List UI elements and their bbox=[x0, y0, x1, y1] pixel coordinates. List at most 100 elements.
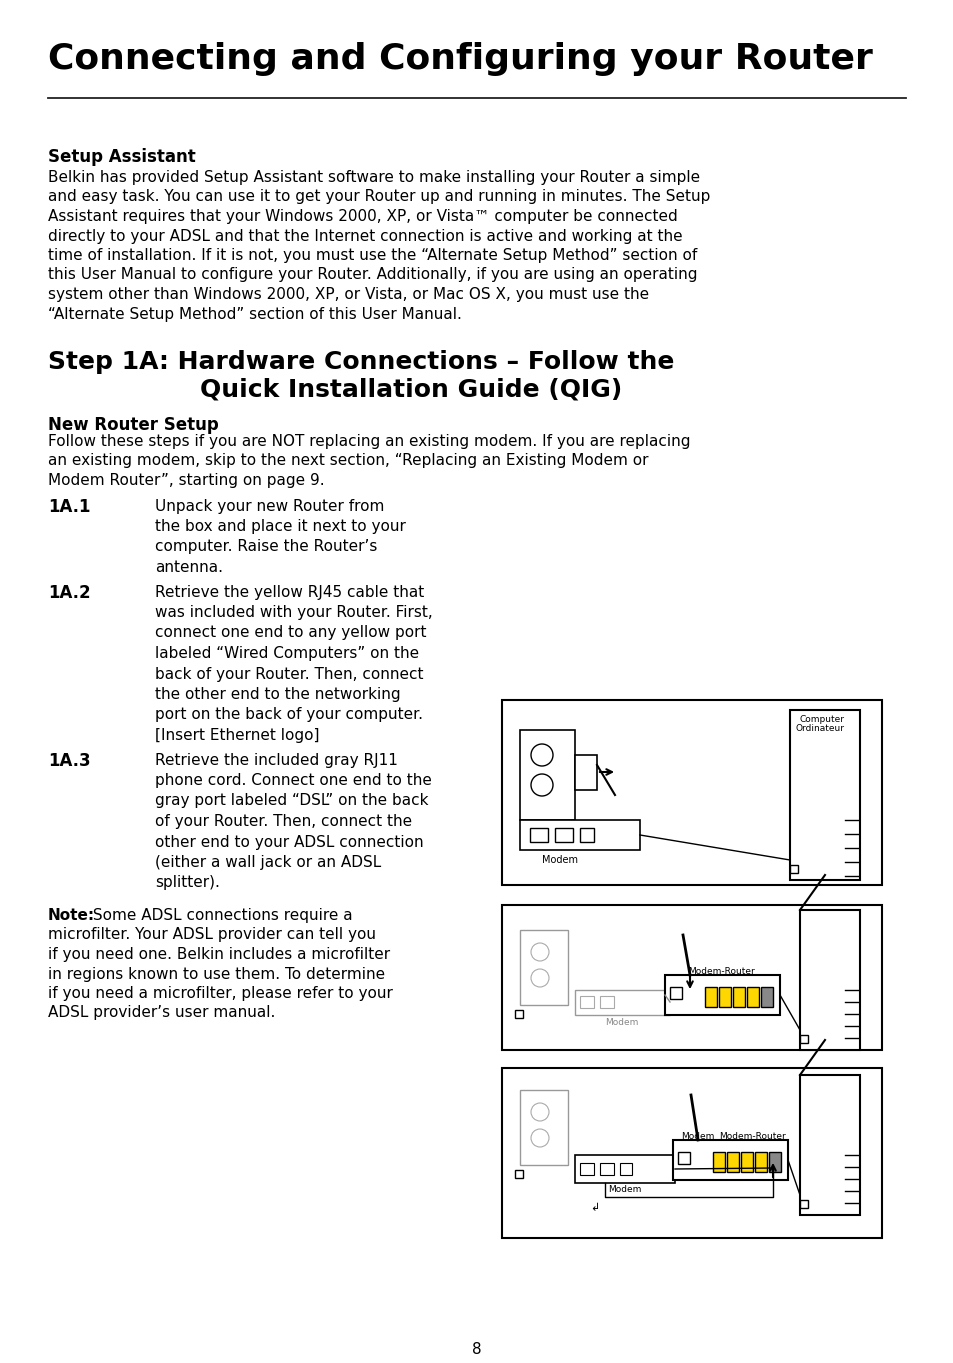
Text: 8: 8 bbox=[472, 1343, 481, 1358]
Circle shape bbox=[531, 969, 548, 987]
Circle shape bbox=[531, 943, 548, 961]
Text: phone cord. Connect one end to the: phone cord. Connect one end to the bbox=[154, 773, 432, 788]
Bar bbox=[669, 987, 681, 999]
Text: gray port labeled “DSL” on the back: gray port labeled “DSL” on the back bbox=[154, 793, 428, 808]
Bar bbox=[501, 701, 882, 885]
Text: Computer: Computer bbox=[800, 716, 844, 724]
Bar bbox=[579, 827, 594, 842]
Text: system other than Windows 2000, XP, or Vista, or Mac OS X, you must use the: system other than Windows 2000, XP, or V… bbox=[48, 288, 648, 303]
Text: Note:: Note: bbox=[48, 908, 95, 923]
Text: Modem Router”, starting on page 9.: Modem Router”, starting on page 9. bbox=[48, 473, 324, 488]
Bar bbox=[501, 1069, 882, 1238]
Bar bbox=[555, 827, 573, 842]
Bar bbox=[619, 1163, 631, 1175]
Bar bbox=[768, 1152, 781, 1172]
Text: Modem: Modem bbox=[541, 855, 578, 866]
Text: (either a wall jack or an ADSL: (either a wall jack or an ADSL bbox=[154, 855, 381, 870]
Text: Retrieve the included gray RJ11: Retrieve the included gray RJ11 bbox=[154, 752, 397, 767]
Text: Modem: Modem bbox=[680, 1133, 714, 1141]
Bar bbox=[515, 1169, 522, 1178]
Bar bbox=[800, 1075, 859, 1214]
Text: Assistant requires that your Windows 2000, XP, or Vista™ computer be connected: Assistant requires that your Windows 200… bbox=[48, 209, 677, 224]
Text: Follow these steps if you are NOT replacing an existing modem. If you are replac: Follow these steps if you are NOT replac… bbox=[48, 433, 690, 448]
Text: ↲: ↲ bbox=[590, 1204, 599, 1213]
Bar bbox=[746, 987, 759, 1007]
Bar bbox=[789, 866, 797, 872]
Bar bbox=[575, 990, 669, 1015]
Bar bbox=[800, 1199, 807, 1208]
Circle shape bbox=[531, 1129, 548, 1148]
Bar bbox=[672, 1139, 787, 1180]
Circle shape bbox=[531, 1103, 548, 1120]
Text: Modem-Router: Modem-Router bbox=[719, 1133, 785, 1141]
Bar bbox=[575, 1154, 675, 1183]
Text: labeled “Wired Computers” on the: labeled “Wired Computers” on the bbox=[154, 646, 418, 661]
Text: and easy task. You can use it to get your Router up and running in minutes. The : and easy task. You can use it to get you… bbox=[48, 189, 710, 204]
Text: back of your Router. Then, connect: back of your Router. Then, connect bbox=[154, 667, 423, 682]
Text: Step 1A: Hardware Connections – Follow the: Step 1A: Hardware Connections – Follow t… bbox=[48, 350, 674, 373]
Text: New Router Setup: New Router Setup bbox=[48, 416, 218, 433]
Bar bbox=[664, 975, 780, 1015]
Text: computer. Raise the Router’s: computer. Raise the Router’s bbox=[154, 540, 377, 555]
Text: 1A.3: 1A.3 bbox=[48, 752, 91, 770]
Text: Setup Assistant: Setup Assistant bbox=[48, 149, 195, 166]
Text: directly to your ADSL and that the Internet connection is active and working at : directly to your ADSL and that the Inter… bbox=[48, 229, 682, 244]
Text: was included with your Router. First,: was included with your Router. First, bbox=[154, 605, 433, 620]
Bar bbox=[704, 987, 717, 1007]
Bar bbox=[519, 930, 567, 1005]
Bar bbox=[726, 1152, 739, 1172]
Bar bbox=[800, 910, 859, 1050]
Bar bbox=[519, 1090, 567, 1165]
Text: time of installation. If it is not, you must use the “Alternate Setup Method” se: time of installation. If it is not, you … bbox=[48, 248, 697, 263]
Text: Retrieve the yellow RJ45 cable that: Retrieve the yellow RJ45 cable that bbox=[154, 585, 424, 600]
Bar bbox=[800, 1035, 807, 1043]
Text: ADSL provider’s user manual.: ADSL provider’s user manual. bbox=[48, 1006, 275, 1021]
Bar bbox=[740, 1152, 752, 1172]
Circle shape bbox=[531, 774, 553, 796]
Bar bbox=[501, 905, 882, 1050]
Text: an existing modem, skip to the next section, “Replacing an Existing Modem or: an existing modem, skip to the next sect… bbox=[48, 454, 648, 469]
Bar bbox=[515, 1010, 522, 1018]
Bar bbox=[599, 1163, 614, 1175]
Text: the other end to the networking: the other end to the networking bbox=[154, 687, 400, 702]
Bar bbox=[599, 996, 614, 1009]
Circle shape bbox=[531, 744, 553, 766]
Bar bbox=[575, 755, 597, 791]
Text: other end to your ADSL connection: other end to your ADSL connection bbox=[154, 834, 423, 849]
Bar bbox=[579, 1163, 594, 1175]
Bar bbox=[712, 1152, 724, 1172]
Text: Ordinateur: Ordinateur bbox=[795, 724, 844, 733]
Text: if you need one. Belkin includes a microfilter: if you need one. Belkin includes a micro… bbox=[48, 947, 390, 962]
Text: Unpack your new Router from: Unpack your new Router from bbox=[154, 499, 384, 514]
Text: 1A.2: 1A.2 bbox=[48, 585, 91, 602]
Text: antenna.: antenna. bbox=[154, 560, 223, 575]
Text: Quick Installation Guide (QIG): Quick Installation Guide (QIG) bbox=[200, 378, 621, 402]
Bar bbox=[760, 987, 772, 1007]
Text: if you need a microfilter, please refer to your: if you need a microfilter, please refer … bbox=[48, 985, 393, 1000]
Text: “Alternate Setup Method” section of this User Manual.: “Alternate Setup Method” section of this… bbox=[48, 307, 461, 322]
Text: splitter).: splitter). bbox=[154, 875, 219, 890]
Text: Connecting and Configuring your Router: Connecting and Configuring your Router bbox=[48, 42, 872, 76]
Bar bbox=[530, 827, 547, 842]
Text: Some ADSL connections require a: Some ADSL connections require a bbox=[88, 908, 353, 923]
Bar bbox=[754, 1152, 766, 1172]
Text: in regions known to use them. To determine: in regions known to use them. To determi… bbox=[48, 966, 385, 981]
Text: Modem: Modem bbox=[608, 1184, 641, 1194]
Bar bbox=[579, 996, 594, 1009]
Text: Modem-Router: Modem-Router bbox=[688, 966, 755, 976]
Bar bbox=[719, 987, 730, 1007]
Text: Belkin has provided Setup Assistant software to make installing your Router a si: Belkin has provided Setup Assistant soft… bbox=[48, 170, 700, 185]
Bar bbox=[732, 987, 744, 1007]
Text: Modem: Modem bbox=[604, 1018, 638, 1026]
Text: [Insert Ethernet logo]: [Insert Ethernet logo] bbox=[154, 728, 319, 743]
Text: microfilter. Your ADSL provider can tell you: microfilter. Your ADSL provider can tell… bbox=[48, 927, 375, 942]
Text: 1A.1: 1A.1 bbox=[48, 499, 91, 517]
Text: connect one end to any yellow port: connect one end to any yellow port bbox=[154, 626, 426, 641]
Text: the box and place it next to your: the box and place it next to your bbox=[154, 519, 405, 534]
Text: port on the back of your computer.: port on the back of your computer. bbox=[154, 707, 422, 722]
Bar bbox=[789, 710, 859, 880]
Bar bbox=[678, 1152, 689, 1164]
Text: of your Router. Then, connect the: of your Router. Then, connect the bbox=[154, 814, 412, 829]
Bar bbox=[519, 821, 639, 851]
Text: this User Manual to configure your Router. Additionally, if you are using an ope: this User Manual to configure your Route… bbox=[48, 267, 697, 282]
